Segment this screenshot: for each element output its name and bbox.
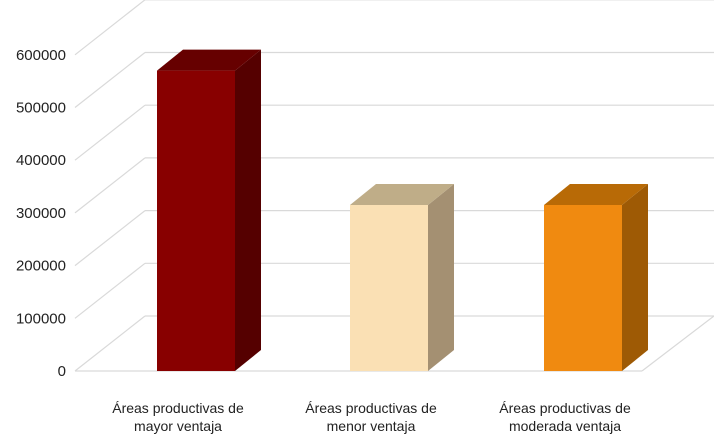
y-tick-label: 600000 (16, 47, 66, 64)
y-tick-label: 400000 (16, 152, 66, 169)
x-category-label: Áreas productivas de (305, 400, 437, 416)
bar-top-face (157, 49, 261, 71)
bar-side-face (622, 183, 648, 371)
y-axis-ticks: 0 100000 200000 300000 400000 500000 600000 (16, 47, 66, 380)
y-tick-label: 100000 (16, 310, 66, 327)
gridline-depth (74, 210, 146, 267)
gridline-depth (74, 157, 146, 214)
x-category-label: mayor ventaja (134, 418, 222, 434)
y-tick-label: 500000 (16, 100, 66, 117)
x-category-label: moderada ventaja (509, 418, 621, 434)
gridline-depth (74, 262, 146, 319)
bar-top-face (544, 183, 648, 205)
bar-top-face (350, 183, 454, 205)
bar-side-face (235, 49, 261, 372)
gridline-depth (74, 52, 146, 108)
bar (157, 49, 261, 372)
bar-front-face (157, 70, 235, 372)
gridline-depth (74, 104, 146, 161)
bar-front-face (350, 204, 428, 371)
bar (350, 183, 454, 371)
x-category-label: Áreas productivas de (112, 400, 244, 416)
floor-edge-right (641, 315, 714, 372)
y-tick-label: 0 (58, 363, 66, 380)
y-tick-label: 300000 (16, 205, 66, 222)
gridline-depth (74, 0, 146, 56)
bar-front-face (544, 204, 622, 371)
y-tick-label: 200000 (16, 258, 66, 275)
x-axis-categories: Áreas productivas de mayor ventaja Áreas p… (112, 400, 631, 434)
x-category-label: Áreas productivas de (499, 400, 631, 416)
bars (157, 49, 648, 372)
bar (544, 183, 648, 371)
x-category-label: menor ventaja (327, 418, 416, 434)
gridline-depth (74, 315, 146, 372)
bar-side-face (428, 183, 454, 371)
